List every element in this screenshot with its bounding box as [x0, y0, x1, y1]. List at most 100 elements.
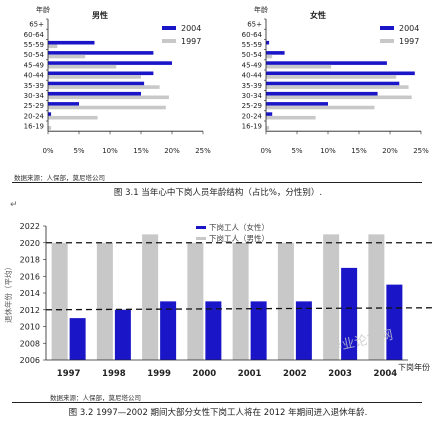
y-tick-label: 2022 [20, 222, 40, 231]
female-age-chart: 年龄 女性 65+ 60-64 55-59 50-54 45-49 40-44 35-39 30-… [218, 0, 436, 168]
bar-2004-30-34 [48, 91, 141, 96]
legend-label-2004: 2004 [399, 24, 419, 33]
bar-1997-50-54 [266, 54, 273, 59]
source-note-2: 数据来源：人保部，莫尼塔公司 [50, 394, 141, 402]
bar-下岗工人（女性）-1998 [114, 309, 131, 360]
bar-1997-20-24 [266, 115, 316, 120]
age-tick-label: 45-49 [24, 61, 44, 69]
bar-下岗工人（女性）-2002 [295, 301, 312, 360]
bar-1997-35-39 [48, 85, 160, 89]
age-tick-label: 35-39 [242, 82, 262, 90]
x-tick-label: 20% [164, 147, 180, 155]
bar-下岗工人（男性）-2004 [368, 234, 385, 360]
x-tick-label: 5% [73, 147, 84, 155]
legend-swatch-1997 [380, 39, 394, 43]
bar-下岗工人（男性）-2000 [187, 242, 204, 360]
age-tick-label: 50-54 [242, 51, 263, 59]
age-tick-label: 55-59 [24, 41, 44, 49]
age-tick-label: 20-24 [24, 112, 45, 120]
y-tick-label: 2018 [20, 256, 40, 265]
x-axis-annotation: 下岗年份 [398, 362, 430, 372]
y-tick-label: 2012 [20, 306, 40, 315]
legend-label-2004: 2004 [181, 24, 201, 33]
age-tick-label: 25-29 [242, 102, 262, 110]
retirement-chart-svg: 退休年份（平均） 2006 2008 2010 2012 2014 2016 2018 2020… [3, 222, 435, 379]
bar-2004-20-24 [48, 112, 52, 116]
bar-2004-45-49 [48, 61, 172, 65]
bar-1997-55-59 [48, 44, 58, 49]
age-tick-label: 16-19 [242, 123, 262, 131]
x-tick-label: 1998 [102, 369, 126, 379]
age-tick-label: 16-19 [24, 123, 44, 131]
x-tick-label: 2000 [193, 369, 217, 379]
divider-1 [12, 182, 422, 183]
x-tick-label: 25% [413, 147, 429, 155]
return-arrow-icon: ↵ [10, 200, 18, 210]
y-tick-label: 2016 [20, 272, 40, 281]
bar-下岗工人（男性）-1998 [96, 242, 113, 360]
chart-title: 女性 [310, 10, 326, 20]
y-tick-label: 2014 [20, 289, 40, 298]
bar-1997-16-19 [266, 126, 270, 130]
bar-1997-30-34 [48, 95, 169, 100]
bar-下岗工人（女性）-1999 [160, 301, 177, 360]
legend-label-1997: 1997 [399, 37, 419, 46]
legend-swatch-1997 [162, 39, 176, 43]
source-note-1: 数据来源：人保部，莫尼塔公司 [14, 174, 105, 182]
y-axis-title: 退休年份（平均） [3, 263, 13, 323]
x-tick-label: 15% [351, 147, 367, 155]
chart-title: 男性 [92, 10, 108, 20]
x-tick-label: 20% [382, 147, 398, 155]
legend-label-下岗工人（男性）: 下岗工人（男性） [209, 233, 269, 243]
bar-2004-50-54 [48, 51, 154, 55]
y-axis-title: 年龄 [36, 5, 50, 14]
bar-1997-20-24 [48, 115, 98, 120]
bar-1997-30-34 [266, 95, 412, 100]
age-tick-label: 60-64 [242, 31, 263, 39]
bar-2004-30-34 [266, 91, 378, 96]
legend-label-1997: 1997 [181, 37, 201, 46]
bar-2004-40-44 [266, 71, 415, 76]
x-tick-label: 2003 [328, 369, 352, 379]
legend-label-下岗工人（女性）: 下岗工人（女性） [209, 222, 269, 232]
bar-1997-16-19 [48, 126, 52, 130]
age-tick-label: 55-59 [242, 41, 262, 49]
divider-2 [12, 402, 422, 403]
male-age-chart: 年龄 男性 65+ 60-64 55-59 50-54 45-49 40-44 35-39 30-… [0, 0, 218, 168]
bar-下岗工人（女性）-2004 [386, 284, 403, 360]
bar-2004-40-44 [48, 71, 154, 76]
bar-2004-35-39 [266, 81, 400, 86]
x-tick-label: 0% [260, 147, 271, 155]
bar-1997-25-29 [266, 105, 375, 110]
x-tick-label: 2004 [374, 369, 398, 379]
bar-下岗工人（男性）-1997 [51, 242, 68, 360]
age-tick-label: 45-49 [242, 61, 262, 69]
bar-下岗工人（女性）-1997 [69, 318, 86, 360]
x-tick-label: 2001 [238, 369, 262, 379]
bar-2004-50-54 [266, 51, 285, 55]
age-tick-label: 30-34 [24, 92, 45, 100]
x-tick-label: 5% [291, 147, 302, 155]
bar-下岗工人（女性）-2000 [205, 301, 222, 360]
age-tick-label: 65+ [247, 21, 262, 29]
legend-swatch-2004 [162, 26, 176, 30]
x-tick-label: 10% [320, 147, 336, 155]
bar-1997-25-29 [48, 105, 166, 110]
bar-下岗工人（女性）-2003 [341, 267, 358, 360]
age-tick-label: 60-64 [24, 31, 45, 39]
legend-swatch-下岗工人（女性） [196, 226, 206, 229]
bar-1997-40-44 [266, 75, 397, 79]
y-tick-label: 2008 [20, 339, 40, 348]
age-tick-label: 30-34 [242, 92, 263, 100]
bar-下岗工人（女性）-2001 [250, 301, 267, 360]
bar-2004-55-59 [266, 40, 270, 45]
x-tick-label: 1999 [147, 369, 171, 379]
reference-line-2012 [45, 307, 435, 311]
x-tick-label: 25% [195, 147, 211, 155]
x-tick-label: 0% [42, 147, 53, 155]
y-tick-label: 2006 [20, 356, 40, 365]
x-tick-label: 1997 [57, 369, 81, 379]
bar-2004-25-29 [266, 102, 328, 106]
